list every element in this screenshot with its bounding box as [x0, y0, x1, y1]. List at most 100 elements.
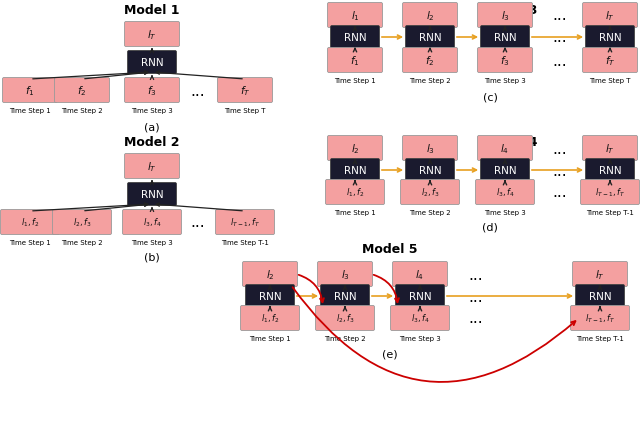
- FancyBboxPatch shape: [316, 306, 374, 331]
- FancyBboxPatch shape: [392, 262, 447, 287]
- FancyBboxPatch shape: [406, 26, 454, 49]
- Text: $l_T$: $l_T$: [605, 9, 615, 23]
- FancyBboxPatch shape: [403, 3, 458, 29]
- FancyBboxPatch shape: [582, 3, 637, 29]
- Text: (d): (d): [482, 223, 498, 233]
- Text: Time Step T-1: Time Step T-1: [576, 335, 624, 341]
- Text: ...: ...: [191, 215, 205, 230]
- Text: $l_2$: $l_2$: [426, 9, 435, 23]
- Text: $l_1$: $l_1$: [351, 9, 360, 23]
- FancyBboxPatch shape: [390, 306, 449, 331]
- Text: Time Step 1: Time Step 1: [334, 78, 376, 84]
- Text: Time Step 2: Time Step 2: [61, 108, 103, 114]
- FancyBboxPatch shape: [401, 180, 460, 205]
- Text: Time Step 3: Time Step 3: [484, 210, 526, 216]
- Text: ...: ...: [468, 311, 483, 326]
- Text: Time Step 1: Time Step 1: [249, 335, 291, 341]
- FancyBboxPatch shape: [570, 306, 630, 331]
- Text: $l_3$: $l_3$: [426, 142, 435, 155]
- FancyBboxPatch shape: [1, 210, 60, 235]
- Text: $l_4$: $l_4$: [415, 267, 424, 281]
- FancyBboxPatch shape: [218, 78, 273, 103]
- FancyBboxPatch shape: [54, 78, 109, 103]
- Text: Time Step 2: Time Step 2: [61, 240, 103, 246]
- FancyBboxPatch shape: [575, 285, 625, 308]
- Text: Model 5: Model 5: [362, 243, 418, 256]
- FancyBboxPatch shape: [580, 180, 639, 205]
- Text: ...: ...: [553, 30, 567, 46]
- Text: (e): (e): [382, 349, 398, 359]
- Text: Time Step T: Time Step T: [589, 78, 631, 84]
- FancyBboxPatch shape: [582, 48, 637, 73]
- FancyBboxPatch shape: [586, 26, 634, 49]
- Text: $l_T$: $l_T$: [605, 142, 615, 155]
- Text: $l_4$: $l_4$: [500, 142, 509, 155]
- Text: RNN: RNN: [598, 166, 621, 176]
- Text: $l_{T-1},f_T$: $l_{T-1},f_T$: [595, 186, 625, 199]
- FancyBboxPatch shape: [477, 3, 532, 29]
- FancyBboxPatch shape: [125, 78, 179, 103]
- FancyBboxPatch shape: [476, 180, 534, 205]
- Text: $l_2$: $l_2$: [266, 267, 275, 281]
- Text: RNN: RNN: [493, 33, 516, 43]
- Text: Time Step 2: Time Step 2: [409, 78, 451, 84]
- Text: Model 2: Model 2: [124, 136, 180, 149]
- FancyBboxPatch shape: [328, 3, 383, 29]
- Text: $l_2,f_3$: $l_2,f_3$: [72, 216, 92, 229]
- Text: $l_{T-1},f_T$: $l_{T-1},f_T$: [585, 312, 615, 325]
- Text: Time Step 3: Time Step 3: [484, 78, 526, 84]
- Text: $f_T$: $f_T$: [240, 84, 250, 98]
- Text: $f_2$: $f_2$: [77, 84, 87, 98]
- Text: $l_1,f_2$: $l_1,f_2$: [20, 216, 39, 229]
- Text: RNN: RNN: [589, 291, 611, 301]
- Text: RNN: RNN: [344, 166, 366, 176]
- Text: $l_1,f_2$: $l_1,f_2$: [260, 312, 279, 325]
- FancyBboxPatch shape: [328, 136, 383, 161]
- Text: ...: ...: [553, 163, 567, 178]
- Text: RNN: RNN: [419, 33, 442, 43]
- FancyBboxPatch shape: [477, 48, 532, 73]
- Text: Time Step 1: Time Step 1: [9, 240, 51, 246]
- Text: (b): (b): [144, 251, 160, 261]
- Text: $f_3$: $f_3$: [147, 84, 157, 98]
- FancyBboxPatch shape: [243, 262, 298, 287]
- Text: $f_1$: $f_1$: [350, 54, 360, 68]
- Text: $f_1$: $f_1$: [25, 84, 35, 98]
- FancyBboxPatch shape: [3, 78, 58, 103]
- FancyBboxPatch shape: [326, 180, 385, 205]
- Text: ...: ...: [468, 267, 483, 282]
- FancyBboxPatch shape: [582, 136, 637, 161]
- Text: Time Step 3: Time Step 3: [131, 108, 173, 114]
- Text: $f_2$: $f_2$: [425, 54, 435, 68]
- Text: Time Step T-1: Time Step T-1: [586, 210, 634, 216]
- Text: (c): (c): [483, 92, 497, 102]
- Text: Time Step 2: Time Step 2: [409, 210, 451, 216]
- Text: $l_T$: $l_T$: [147, 28, 157, 42]
- FancyBboxPatch shape: [403, 48, 458, 73]
- Text: Model 3: Model 3: [483, 3, 538, 16]
- FancyBboxPatch shape: [328, 48, 383, 73]
- Text: RNN: RNN: [141, 58, 163, 68]
- Text: RNN: RNN: [333, 291, 356, 301]
- Text: Time Step 1: Time Step 1: [9, 108, 51, 114]
- Text: $l_1,f_2$: $l_1,f_2$: [346, 186, 364, 199]
- FancyBboxPatch shape: [586, 159, 634, 182]
- Text: RNN: RNN: [141, 190, 163, 200]
- FancyBboxPatch shape: [330, 159, 380, 182]
- Text: Time Step T: Time Step T: [224, 108, 266, 114]
- Text: RNN: RNN: [409, 291, 431, 301]
- Text: Model 4: Model 4: [483, 135, 538, 148]
- FancyBboxPatch shape: [330, 26, 380, 49]
- FancyBboxPatch shape: [52, 210, 111, 235]
- Text: $l_3,f_4$: $l_3,f_4$: [410, 312, 429, 325]
- Text: ...: ...: [553, 9, 567, 23]
- FancyBboxPatch shape: [216, 210, 275, 235]
- Text: Time Step 3: Time Step 3: [131, 240, 173, 246]
- FancyBboxPatch shape: [481, 159, 529, 182]
- Text: Model 1: Model 1: [124, 3, 180, 16]
- Text: $l_T$: $l_T$: [595, 267, 605, 281]
- FancyBboxPatch shape: [127, 183, 177, 206]
- Text: ...: ...: [468, 289, 483, 304]
- FancyBboxPatch shape: [317, 262, 372, 287]
- FancyBboxPatch shape: [477, 136, 532, 161]
